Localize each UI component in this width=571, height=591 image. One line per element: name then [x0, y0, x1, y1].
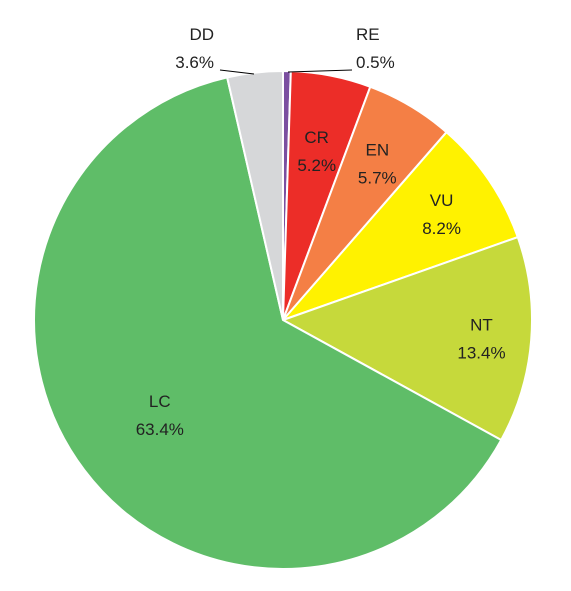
pie-slice-dd: [225, 69, 284, 321]
slice-category-label: VU: [430, 191, 454, 210]
slice-percent-label: 5.2%: [297, 156, 336, 175]
leader-line-dd: [219, 69, 255, 75]
slice-category-label: NT: [470, 315, 493, 334]
slice-percent-label: 13.4%: [457, 343, 505, 362]
leader-line-re: [287, 69, 353, 73]
slice-percent-label: 5.7%: [358, 169, 397, 188]
pie-slice-lc: [33, 76, 503, 570]
slice-category-label: EN: [365, 141, 389, 160]
slice-category-label: RE: [356, 25, 380, 44]
pie-slice-nt: [280, 235, 533, 442]
slice-percent-label: 3.6%: [175, 53, 214, 72]
slice-percent-label: 0.5%: [356, 53, 395, 72]
slice-category-label: CR: [304, 128, 329, 147]
pie-slice-vu: [279, 130, 520, 323]
slice-category-label: DD: [189, 25, 214, 44]
slice-percent-label: 8.2%: [422, 219, 461, 238]
slice-category-label: LC: [149, 392, 171, 411]
slice-percent-label: 63.4%: [136, 420, 184, 439]
